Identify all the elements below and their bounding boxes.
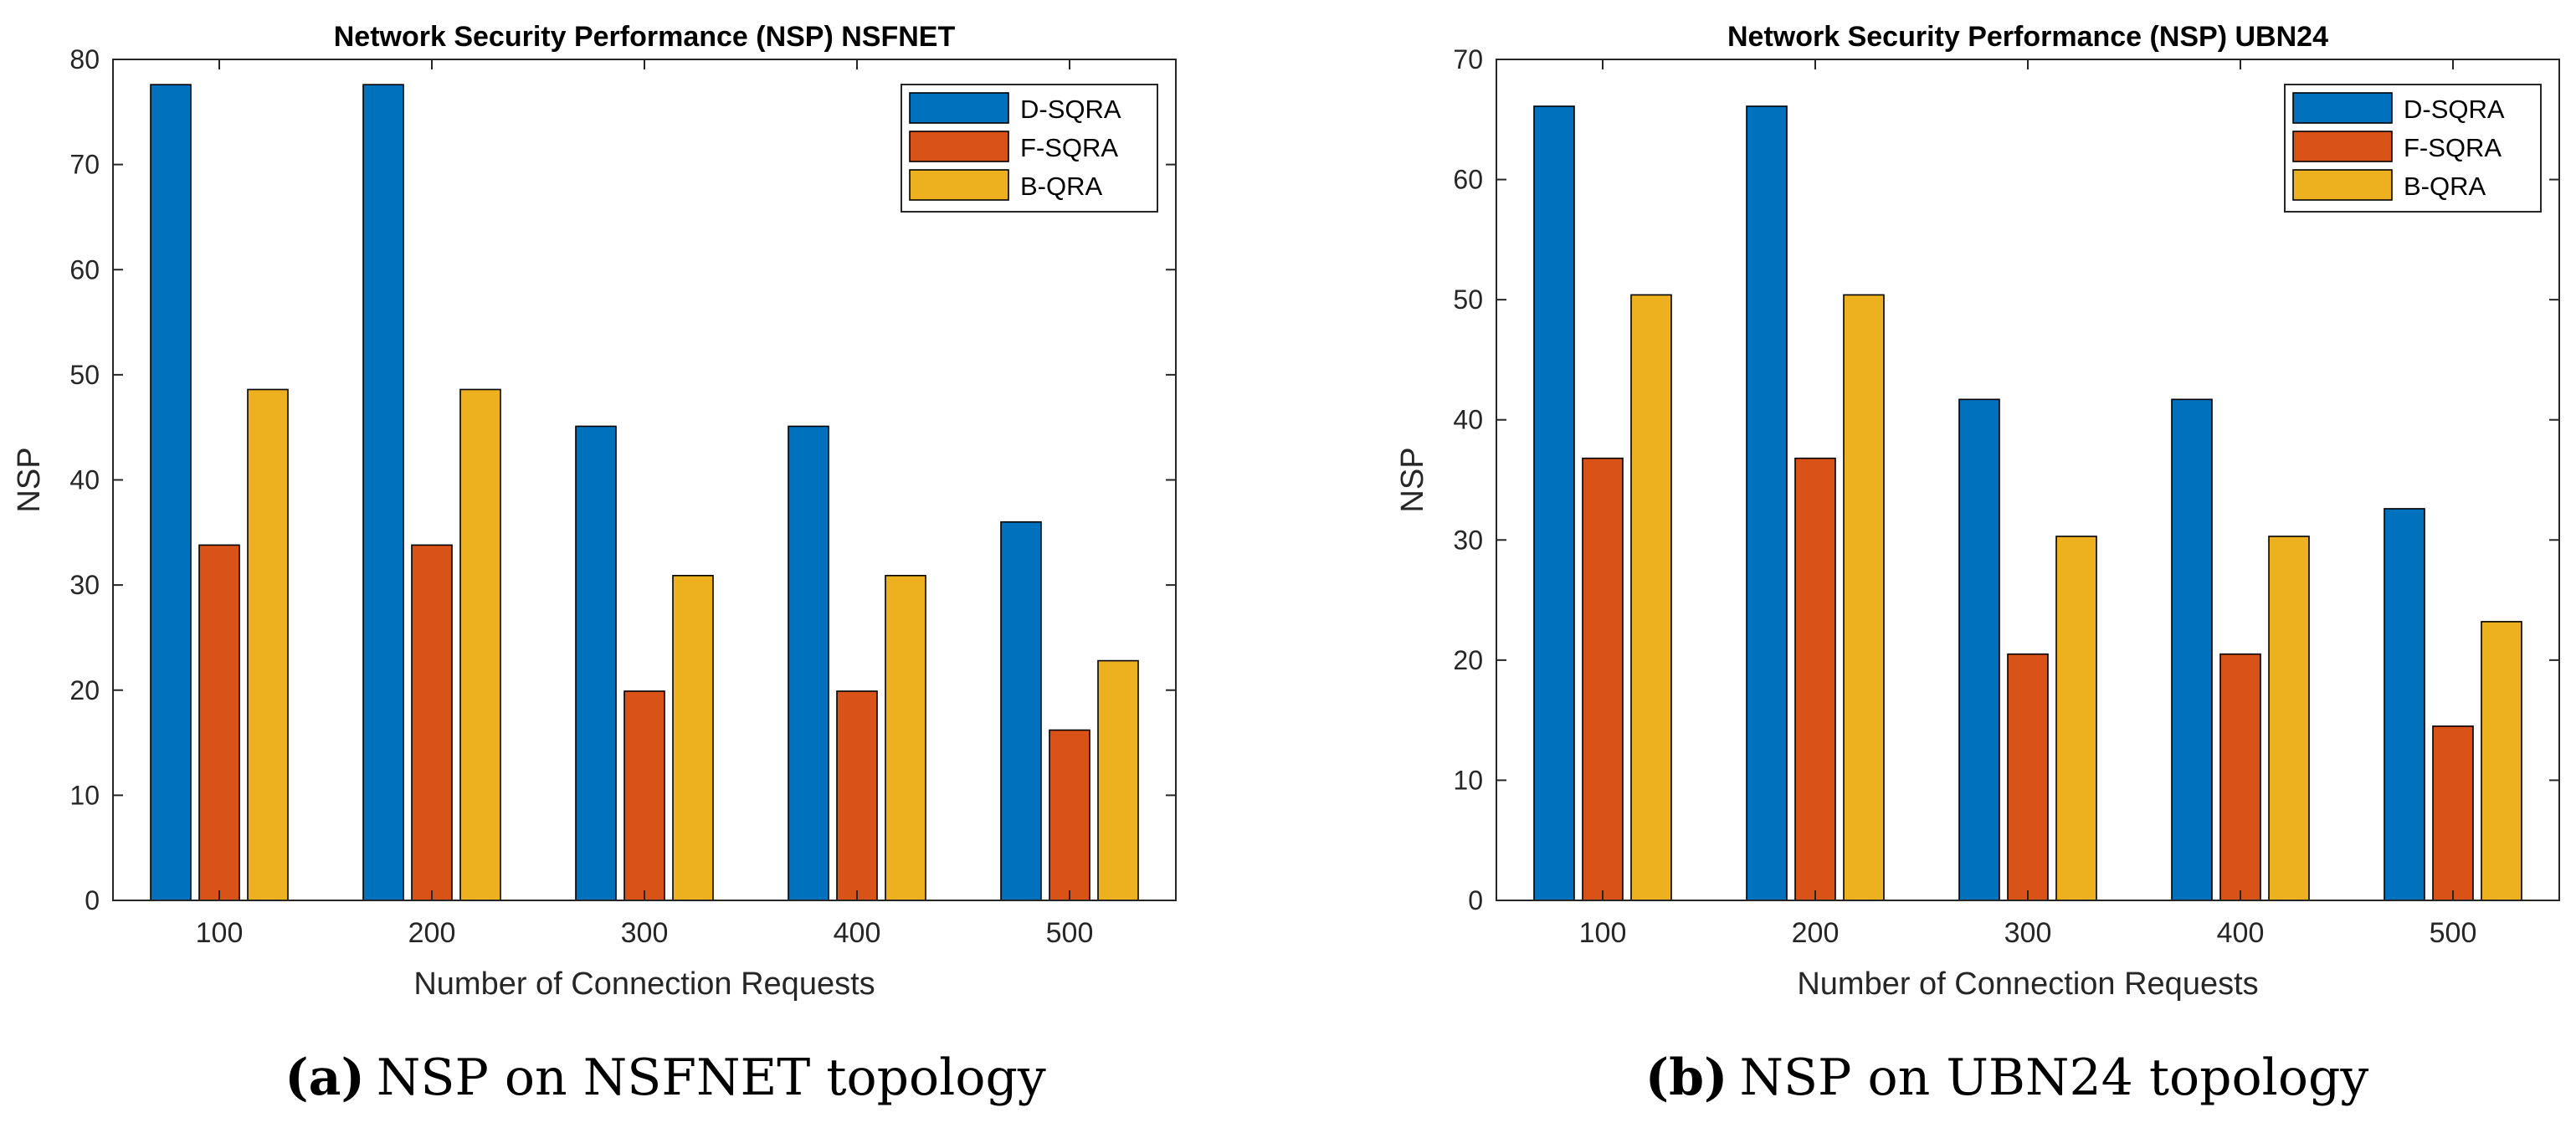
x-axis-label: Number of Connection Requests [1797,966,2258,1002]
bar-B-QRA-400 [885,575,926,901]
x-tick-label: 200 [1792,917,1840,949]
legend-label-F-SQRA: F-SQRA [1020,133,1118,162]
bar-B-QRA-100 [247,388,289,901]
legend: D-SQRA F-SQRA B-QRA [901,84,1158,213]
bar-F-SQRA-200 [411,544,453,901]
bar-B-QRA-300 [672,575,714,901]
legend-swatch-D-SQRA [909,92,1009,124]
legend-label-F-SQRA: F-SQRA [2404,133,2502,162]
x-axis-label: Number of Connection Requests [413,966,875,1002]
bar-F-SQRA-400 [2219,653,2261,901]
legend: D-SQRA F-SQRA B-QRA [2284,84,2542,213]
bar-F-SQRA-300 [2007,653,2049,901]
x-tick-label: 300 [621,917,669,949]
y-tick-label: 50 [69,360,100,390]
series-B-QRA [1630,294,2522,901]
bar-D-SQRA-300 [575,425,617,901]
legend-label-D-SQRA: D-SQRA [2404,95,2505,124]
bar-B-QRA-400 [2268,536,2310,901]
y-tick-label: 10 [69,780,100,810]
bar-D-SQRA-100 [150,84,192,901]
y-tick-label: 30 [1453,525,1483,555]
y-tick-label: 0 [85,885,100,915]
y-tick-label: 10 [1453,765,1483,795]
bar-F-SQRA-500 [1049,729,1090,901]
bar-F-SQRA-300 [623,690,665,901]
legend-swatch-B-QRA [2292,169,2393,201]
figure-caption-2: (b) NSP on UBN24 topology [1645,1049,2369,1107]
chart-panel-1: 0 10 20 30 40 50 60 70 80 100 200 300 400 500 Network … [12,21,1177,1002]
bar-D-SQRA-300 [1958,398,2000,901]
bar-B-QRA-200 [459,388,501,901]
chart-title: Network Security Performance (NSP) UBN24 [1727,21,2328,53]
x-tick-label: 400 [2217,917,2265,949]
x-tick-label: 500 [2430,917,2477,949]
x-tick-label: 100 [196,917,244,949]
chart-title: Network Security Performance (NSP) NSFNE… [334,21,956,53]
bar-F-SQRA-400 [836,690,878,901]
x-tick-label: 400 [834,917,881,949]
x-tick-label: 200 [408,917,456,949]
figure-caption-1: (a) NSP on NSFNET topology [285,1049,1046,1107]
caption-text: NSP on NSFNET topology [377,1049,1046,1107]
bar-B-QRA-100 [1630,294,1672,901]
y-axis-label: NSP [1395,447,1430,512]
bar-D-SQRA-200 [1746,105,1788,901]
caption-label: (a) [285,1049,365,1107]
y-tick-label: 60 [69,254,100,285]
chart-panel-2: 0 10 20 30 40 50 60 70 100 200 300 400 500 Network Se… [1395,21,2560,1002]
x-tick-label: 100 [1579,917,1627,949]
caption-label: (b) [1645,1049,1728,1107]
x-tick-label: 500 [1046,917,1094,949]
series-D-SQRA [150,84,1042,901]
series-F-SQRA [198,544,1090,901]
legend-swatch-D-SQRA [2292,92,2393,124]
legend-label-D-SQRA: D-SQRA [1020,95,1121,124]
y-tick-label: 20 [69,675,100,705]
x-tick-label: 300 [2004,917,2052,949]
legend-swatch-B-QRA [909,169,1009,201]
bar-F-SQRA-100 [1582,457,1624,901]
legend-label-B-QRA: B-QRA [1020,172,1103,201]
y-tick-label: 70 [69,150,100,180]
bar-F-SQRA-100 [198,544,240,901]
bar-B-QRA-300 [2055,536,2097,901]
bar-B-QRA-500 [2481,621,2522,901]
bar-D-SQRA-500 [1000,520,1042,901]
y-axis-label: NSP [12,447,47,512]
y-tick-label: 20 [1453,645,1483,675]
bar-B-QRA-500 [1097,659,1139,901]
bar-D-SQRA-100 [1533,105,1575,901]
series-F-SQRA [1582,457,2474,901]
bar-F-SQRA-500 [2432,726,2474,901]
bar-D-SQRA-400 [2171,398,2213,901]
legend-swatch-F-SQRA [909,131,1009,162]
y-tick-label: 50 [1453,285,1483,315]
bar-D-SQRA-400 [788,425,829,901]
legend-swatch-F-SQRA [2292,131,2393,162]
legend-label-B-QRA: B-QRA [2404,172,2486,201]
bar-F-SQRA-200 [1794,457,1836,901]
caption-text: NSP on UBN24 topology [1739,1049,2368,1107]
y-tick-label: 40 [69,465,100,495]
bar-D-SQRA-200 [362,84,404,901]
y-tick-label: 80 [69,44,100,74]
y-tick-label: 40 [1453,405,1483,435]
y-tick-label: 0 [1468,885,1483,915]
bar-B-QRA-200 [1843,294,1885,901]
series-D-SQRA [1533,105,2425,901]
y-tick-label: 30 [69,570,100,600]
bar-D-SQRA-500 [2384,508,2425,901]
series-B-QRA [247,388,1139,901]
y-tick-label: 60 [1453,165,1483,195]
y-tick-label: 70 [1453,44,1483,74]
